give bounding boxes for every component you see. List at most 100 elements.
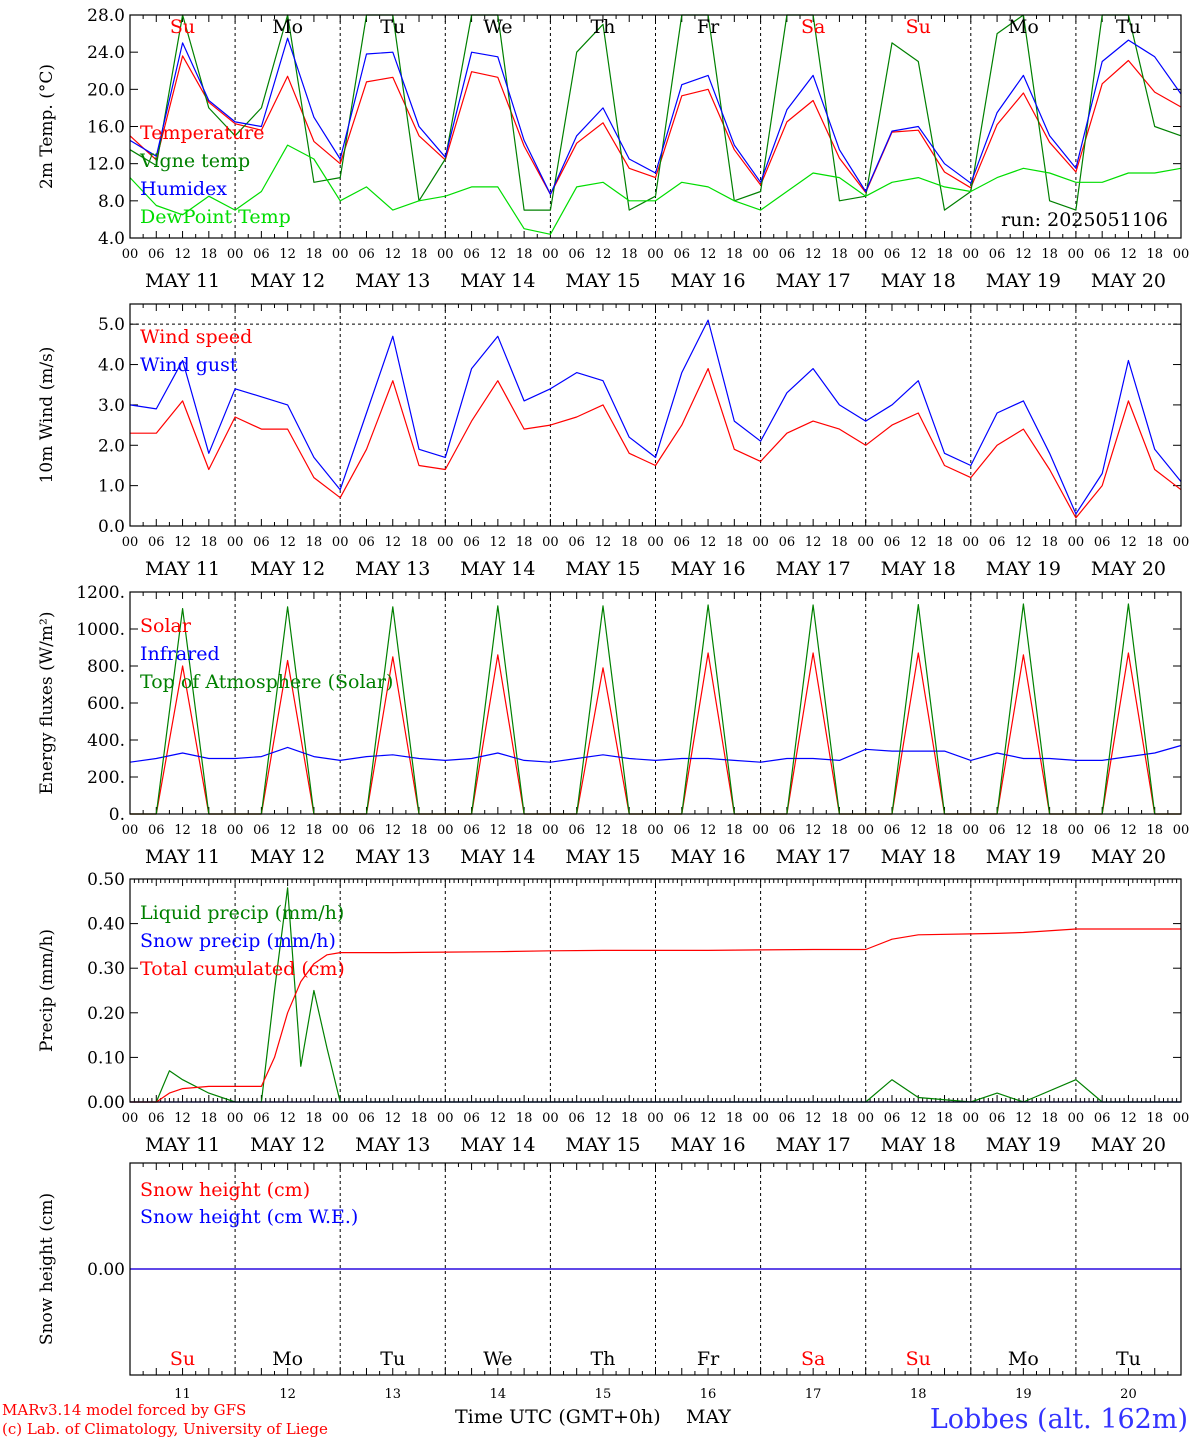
hour-tick-label: 12: [384, 823, 401, 838]
legend-entry: Infrared: [140, 643, 220, 665]
hour-tick-label: 12: [1120, 1111, 1137, 1126]
y-axis-title: Snow height (cm): [37, 1193, 57, 1345]
hour-tick-label: 00: [963, 1111, 980, 1126]
weekday-label: Fr: [697, 1348, 720, 1370]
hour-tick-label: 18: [201, 1111, 218, 1126]
y-tick-label: 0.0: [98, 517, 125, 537]
hour-tick-label: 18: [1146, 1111, 1163, 1126]
y-tick-label: 0.: [109, 805, 125, 825]
hour-tick-label: 00: [437, 247, 454, 262]
y-tick-label: 0.00: [87, 1260, 125, 1280]
weekday-label: Su: [906, 1348, 931, 1370]
weekday-label: Th: [590, 1348, 615, 1370]
weekday-label: Su: [170, 16, 195, 38]
hour-tick-label: 18: [516, 535, 533, 550]
legend-entry: Liquid precip (mm/h): [140, 902, 344, 924]
hour-tick-label: 06: [779, 1111, 796, 1126]
hour-tick-label: 18: [516, 1111, 533, 1126]
hour-tick-label: 00: [963, 247, 980, 262]
legend-entry: Wind gust: [140, 354, 238, 376]
date-label: MAY 17: [776, 558, 851, 580]
credit-line-1: MARv3.14 model forced by GFS: [2, 1401, 246, 1419]
y-tick-label: 16.0: [87, 118, 125, 138]
legend-entry: Solar: [140, 615, 192, 637]
day-number-label: 13: [384, 1387, 401, 1402]
date-label: MAY 14: [460, 558, 535, 580]
day-number-label: 19: [1015, 1387, 1032, 1402]
legend-entry: Snow precip (mm/h): [140, 930, 336, 952]
weekday-label: Su: [906, 16, 931, 38]
hour-tick-label: 00: [122, 535, 139, 550]
hour-tick-label: 12: [490, 1111, 507, 1126]
hour-tick-label: 06: [989, 535, 1006, 550]
day-number-label: 16: [700, 1387, 717, 1402]
plot-frame: [129, 1162, 1182, 1376]
day-number-label: 20: [1120, 1387, 1137, 1402]
hour-tick-label: 00: [227, 247, 244, 262]
hour-tick-label: 06: [463, 247, 480, 262]
date-label: MAY 14: [460, 270, 535, 292]
day-number-label: 12: [279, 1387, 296, 1402]
hour-tick-label: 06: [989, 823, 1006, 838]
date-label: MAY 18: [881, 270, 956, 292]
weekday-label: Fr: [697, 16, 720, 38]
hour-tick-label: 18: [516, 247, 533, 262]
hour-tick-label: 06: [568, 247, 585, 262]
y-tick-label: 2.0: [98, 436, 125, 456]
hour-tick-label: 18: [621, 1111, 638, 1126]
series-line-temperature-0: [129, 55, 1182, 195]
y-tick-label: 0.30: [87, 959, 125, 979]
hour-tick-label: 06: [884, 1111, 901, 1126]
hour-tick-label: 18: [411, 535, 428, 550]
hour-tick-label: 00: [857, 823, 874, 838]
hour-tick-label: 00: [332, 247, 349, 262]
hour-tick-label: 06: [463, 823, 480, 838]
hour-tick-label: 00: [647, 1111, 664, 1126]
hour-tick-label: 00: [647, 247, 664, 262]
hour-tick-label: 00: [1173, 535, 1190, 550]
hour-tick-label: 06: [884, 535, 901, 550]
date-label: MAY 11: [145, 558, 220, 580]
weekday-label: Mo: [272, 1348, 303, 1370]
y-tick-label: 5.0: [98, 315, 125, 335]
x-axis-title: Time UTC (GMT+0h): [455, 1406, 661, 1428]
hour-tick-label: 00: [1068, 535, 1085, 550]
hour-tick-label: 00: [542, 247, 559, 262]
legend-entry: Vigne temp: [139, 150, 250, 172]
hour-tick-label: 18: [306, 1111, 323, 1126]
hour-tick-label: 06: [148, 247, 165, 262]
hour-tick-label: 18: [936, 1111, 953, 1126]
plot-frame: [129, 591, 1182, 815]
date-label: MAY 15: [565, 558, 640, 580]
date-label: MAY 14: [460, 1134, 535, 1156]
y-axis-title: 10m Wind (m/s): [37, 347, 57, 484]
date-label: MAY 17: [776, 1134, 851, 1156]
weekday-label: We: [483, 16, 512, 38]
hour-tick-label: 06: [358, 535, 375, 550]
hour-tick-label: 06: [148, 1111, 165, 1126]
legend-entry: Wind speed: [140, 326, 252, 348]
y-tick-label: 1000.: [76, 620, 125, 640]
hour-tick-label: 00: [542, 823, 559, 838]
date-label: MAY 12: [250, 270, 325, 292]
hour-tick-label: 18: [1041, 247, 1058, 262]
hour-tick-label: 00: [542, 535, 559, 550]
hour-tick-label: 06: [779, 247, 796, 262]
date-label: MAY 14: [460, 846, 535, 868]
hour-tick-label: 00: [437, 535, 454, 550]
hour-tick-label: 12: [490, 535, 507, 550]
month-label: MAY: [686, 1406, 731, 1428]
hour-tick-label: 00: [857, 247, 874, 262]
hour-tick-label: 12: [1120, 535, 1137, 550]
hour-tick-label: 18: [936, 823, 953, 838]
date-label: MAY 11: [145, 1134, 220, 1156]
hour-tick-label: 12: [1120, 247, 1137, 262]
hour-tick-label: 18: [936, 535, 953, 550]
legend-entry: Top of Atmosphere (Solar): [140, 671, 393, 693]
weekday-label: We: [483, 1348, 512, 1370]
hour-tick-label: 06: [358, 247, 375, 262]
date-label: MAY 16: [670, 270, 745, 292]
hour-tick-label: 06: [463, 1111, 480, 1126]
y-tick-label: 400.: [87, 731, 125, 751]
hour-tick-label: 12: [700, 247, 717, 262]
